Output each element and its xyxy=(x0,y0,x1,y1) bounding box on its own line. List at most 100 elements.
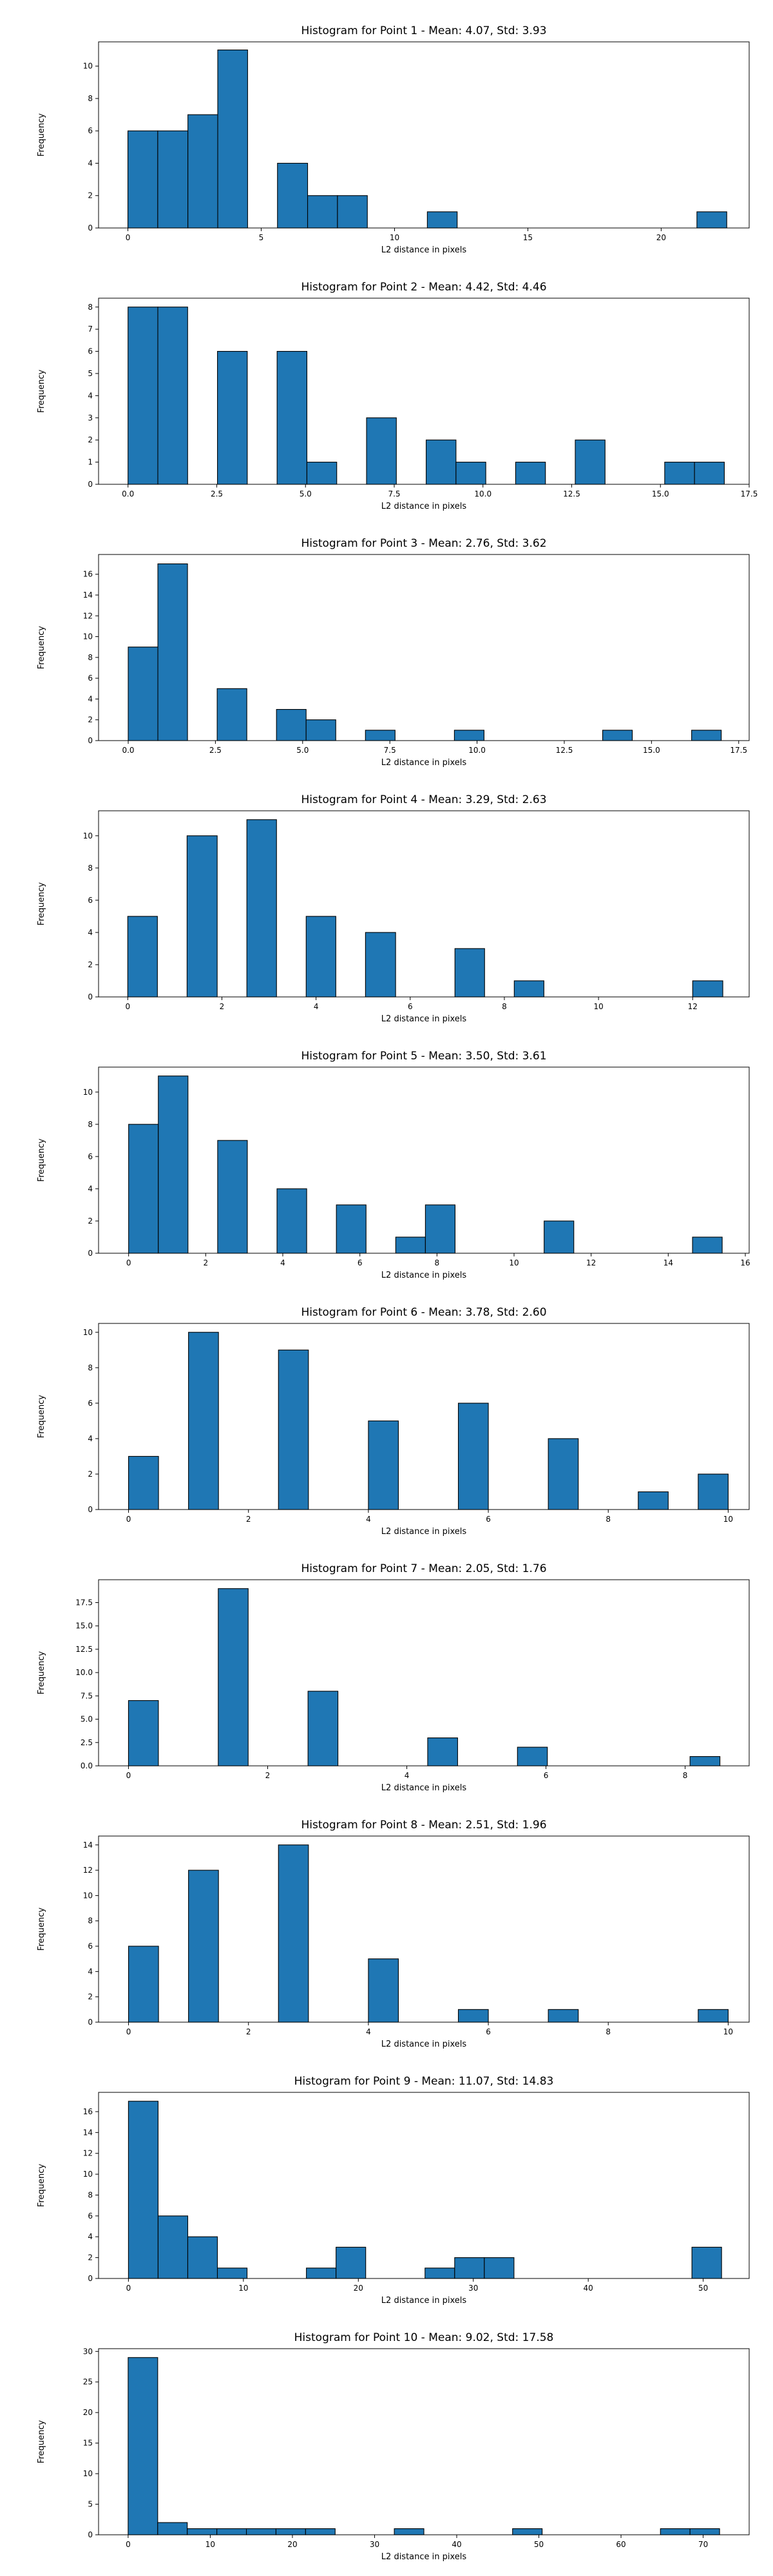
histogram-bar xyxy=(602,730,633,741)
histogram-bar xyxy=(128,2101,158,2279)
x-tick-label: 0 xyxy=(126,2540,131,2549)
histogram-bar xyxy=(216,2268,248,2279)
y-tick-label: 12 xyxy=(83,611,93,620)
y-axis-label: Frequency xyxy=(37,2420,46,2463)
y-tick-label: 0 xyxy=(88,2274,93,2283)
histogram-bar xyxy=(337,195,368,229)
y-tick-label: 12.5 xyxy=(75,1645,93,1654)
histogram-bar xyxy=(484,2257,515,2279)
y-tick-label: 4 xyxy=(88,1434,93,1443)
y-tick-label: 8 xyxy=(88,864,93,873)
chart-title: Histogram for Point 5 - Mean: 3.50, Std:… xyxy=(301,1050,546,1063)
histogram-bar xyxy=(217,351,248,485)
plot-frame xyxy=(98,2348,750,2535)
histogram-panel-10: Histogram for Point 10 - Mean: 9.02, Std… xyxy=(37,2331,750,2562)
y-tick-label: 6 xyxy=(88,347,93,356)
x-axis-label: L2 distance in pixels xyxy=(381,245,467,255)
histogram-bar xyxy=(306,462,338,485)
x-tick-label: 10 xyxy=(390,233,399,242)
x-tick-label: 10 xyxy=(205,2540,215,2549)
x-axis-label: L2 distance in pixels xyxy=(381,1014,467,1024)
x-tick-label: 4 xyxy=(405,1771,410,1780)
histogram-bar xyxy=(454,948,485,998)
histogram-panel-7: Histogram for Point 7 - Mean: 2.05, Std:… xyxy=(37,1562,750,1793)
x-tick-label: 0 xyxy=(126,233,131,242)
y-axis-label: Frequency xyxy=(37,1139,46,1182)
histogram-bar xyxy=(694,462,725,485)
histogram-bar xyxy=(517,1747,548,1766)
y-tick-label: 14 xyxy=(83,1841,93,1850)
histogram-bar xyxy=(127,130,158,229)
histogram-bar xyxy=(692,980,723,998)
y-tick-label: 15 xyxy=(83,2439,93,2448)
y-tick-label: 6 xyxy=(88,126,93,135)
x-tick-label: 15 xyxy=(523,233,533,242)
histogram-bar xyxy=(306,2268,337,2279)
y-tick-label: 10 xyxy=(83,1891,93,1900)
y-tick-label: 12 xyxy=(83,1866,93,1875)
y-tick-label: 14 xyxy=(83,2128,93,2137)
plot-frame xyxy=(98,298,750,485)
histogram-bar xyxy=(188,1870,219,2023)
histogram-bar xyxy=(307,195,338,229)
x-tick-label: 10 xyxy=(723,1515,733,1524)
y-tick-label: 4 xyxy=(88,928,93,937)
x-tick-label: 0 xyxy=(126,1258,131,1267)
y-tick-label: 10 xyxy=(83,1328,93,1337)
histogram-bar xyxy=(457,2009,489,2023)
histogram-bar xyxy=(457,1403,489,1510)
histogram-bar xyxy=(128,2357,158,2535)
histogram-bar xyxy=(276,709,307,741)
y-tick-label: 0 xyxy=(88,1249,93,1258)
y-tick-label: 8 xyxy=(88,2190,93,2199)
y-tick-label: 2 xyxy=(88,960,93,969)
y-tick-label: 12 xyxy=(83,2149,93,2158)
histogram-bar xyxy=(691,2246,722,2279)
plot-frame xyxy=(98,1835,750,2023)
y-tick-label: 30 xyxy=(83,2347,93,2356)
x-axis-label: L2 distance in pixels xyxy=(381,2040,467,2049)
chart-title: Histogram for Point 8 - Mean: 2.51, Std:… xyxy=(301,1819,546,1832)
histogram-bar xyxy=(513,980,544,998)
histogram-bar xyxy=(425,1204,456,1254)
x-tick-label: 6 xyxy=(358,1258,363,1267)
y-tick-label: 0 xyxy=(88,2530,93,2539)
y-tick-label: 14 xyxy=(83,591,93,600)
plot-frame xyxy=(98,1579,750,1766)
histogram-bar xyxy=(188,1332,219,1510)
y-axis-label: Frequency xyxy=(37,113,46,156)
histogram-bar xyxy=(217,1140,248,1254)
x-tick-label: 60 xyxy=(616,2540,625,2549)
histogram-bar xyxy=(128,1124,159,1254)
histogram-bar xyxy=(660,2528,691,2535)
histogram-bar xyxy=(278,1349,309,1510)
histogram-bar xyxy=(245,2528,277,2535)
y-tick-label: 2 xyxy=(88,1470,93,1479)
y-tick-label: 8 xyxy=(88,94,93,103)
histogram-panel-3: Histogram for Point 3 - Mean: 2.76, Std:… xyxy=(37,537,750,768)
histogram-bar xyxy=(157,130,189,229)
histogram-bar xyxy=(365,730,396,741)
y-tick-label: 0 xyxy=(88,736,93,745)
histogram-bar xyxy=(157,563,188,741)
x-tick-label: 0.0 xyxy=(122,746,134,755)
histogram-bar xyxy=(276,351,307,485)
y-tick-label: 4 xyxy=(88,158,93,167)
histogram-bar xyxy=(638,1491,669,1510)
histogram-bar xyxy=(128,307,158,485)
histogram-bar xyxy=(157,2522,188,2535)
histogram-bar xyxy=(425,2268,455,2279)
y-tick-label: 10 xyxy=(83,1088,93,1097)
x-tick-label: 0 xyxy=(126,1771,131,1780)
x-tick-label: 8 xyxy=(502,1002,507,1011)
y-axis-label: Frequency xyxy=(37,882,46,925)
histogram-bar xyxy=(305,719,336,741)
x-tick-label: 2 xyxy=(204,1258,209,1267)
x-axis-label: L2 distance in pixels xyxy=(381,2296,467,2306)
histogram-bar xyxy=(128,647,158,741)
y-tick-label: 5 xyxy=(88,369,93,378)
y-tick-label: 15.0 xyxy=(75,1622,93,1631)
y-tick-label: 20 xyxy=(83,2408,93,2417)
x-tick-label: 10 xyxy=(723,2027,733,2036)
